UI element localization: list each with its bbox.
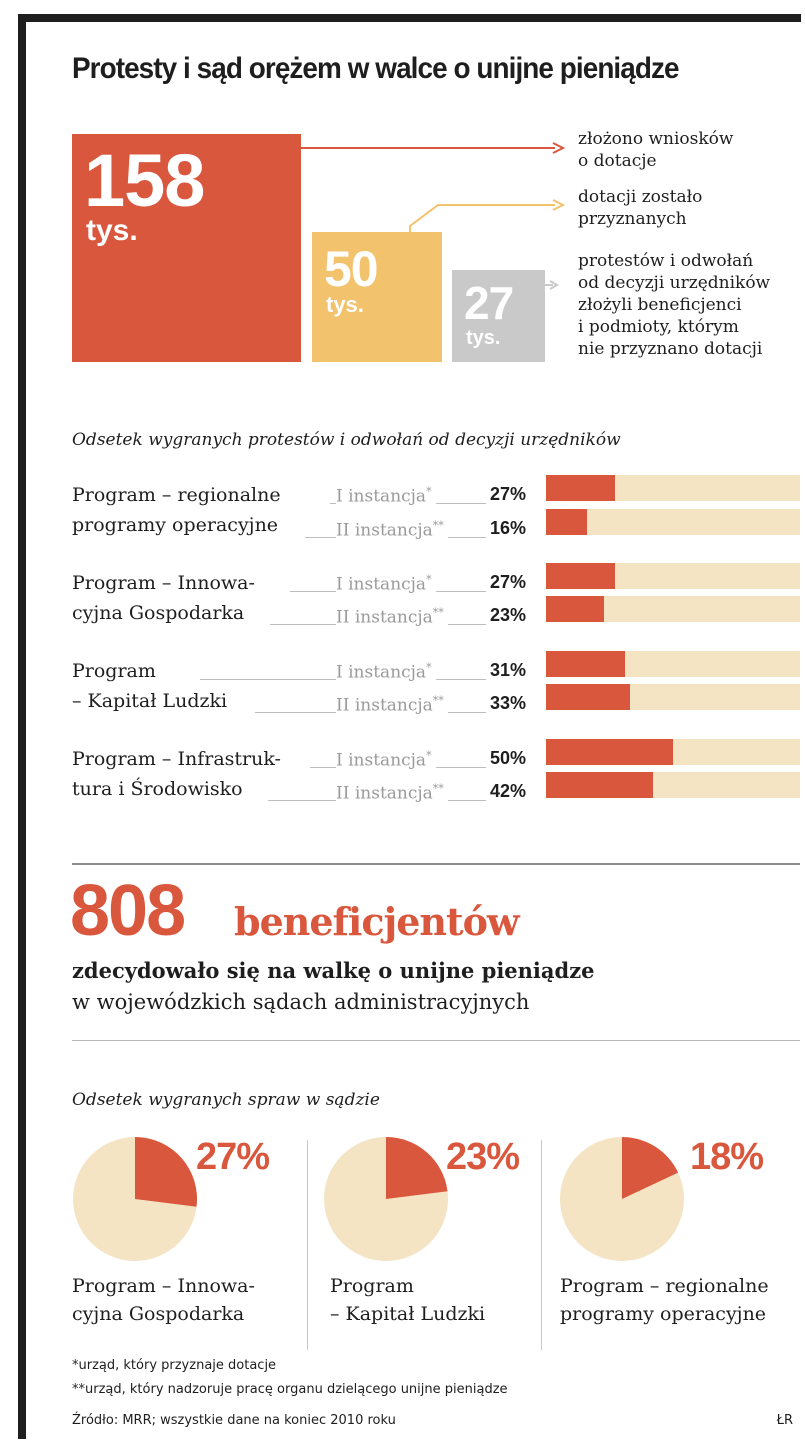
program-name: Program – Kapitał Ludzki bbox=[72, 660, 228, 712]
stat-connectors bbox=[301, 142, 566, 290]
bar-fill bbox=[546, 651, 625, 677]
stat-number: 27 bbox=[464, 277, 514, 329]
court-subline: w wojewódzkich sądach administracyjnych bbox=[72, 990, 530, 1014]
instance-label: I instancja* bbox=[336, 570, 436, 595]
pie-percent: 18% bbox=[690, 1136, 764, 1178]
instance-label: II instancja** bbox=[336, 516, 448, 541]
stat-unit: tys. bbox=[326, 292, 364, 317]
stat-label-granted: dotacji zostało przyznanych bbox=[578, 187, 703, 229]
instance-label: II instancja** bbox=[336, 779, 448, 804]
section-divider bbox=[72, 863, 800, 865]
instance-label: I instancja* bbox=[336, 658, 436, 683]
protest-subtitle: Odsetek wygranych protestów i odwołań od… bbox=[72, 430, 621, 450]
row-percent: 42% bbox=[490, 781, 527, 801]
stat-unit: tys. bbox=[466, 327, 501, 349]
frame-top-border bbox=[18, 14, 801, 22]
pie-percent: 23% bbox=[446, 1136, 520, 1178]
bar-track bbox=[546, 684, 800, 710]
program-name: Program – Innowa- cyjna Gospodarka bbox=[72, 572, 255, 624]
bar-track bbox=[546, 563, 800, 589]
instance-label: II instancja** bbox=[336, 603, 448, 628]
arrow-yellow-icon bbox=[552, 199, 566, 211]
infographic-title: Protesty i sąd orężem w walce o unijne p… bbox=[72, 52, 679, 85]
stat-number: 158 bbox=[84, 139, 205, 222]
bar-track bbox=[546, 739, 800, 765]
pie-label: Program – Kapitał Ludzki bbox=[330, 1275, 486, 1325]
pie-slice bbox=[135, 1137, 197, 1207]
bar-fill bbox=[546, 596, 605, 622]
instance-label: II instancja** bbox=[336, 691, 448, 716]
frame-left-border bbox=[18, 14, 26, 1439]
instance-label: I instancja* bbox=[336, 746, 436, 771]
stat-number: 50 bbox=[324, 241, 379, 297]
footnote-second-instance: **urząd, który nadzoruje pracę organu dz… bbox=[72, 1382, 508, 1397]
pie-base bbox=[324, 1137, 448, 1261]
pie-slice bbox=[622, 1137, 679, 1199]
stat-label-applications: złożono wniosków o dotacje bbox=[578, 129, 734, 171]
pie-percent: 27% bbox=[196, 1136, 270, 1178]
bar-track bbox=[546, 651, 800, 677]
section-divider-thin bbox=[72, 1040, 800, 1041]
arrow-orange-icon bbox=[552, 142, 566, 154]
bar-fill bbox=[546, 563, 615, 589]
author-initials: ŁR bbox=[776, 1413, 793, 1428]
pie-label: Program – regionalne programy operacyjne bbox=[560, 1275, 769, 1325]
row-percent: 50% bbox=[490, 748, 527, 768]
stat-unit: tys. bbox=[86, 214, 138, 247]
footnote-first-instance: *urząd, który przyznaje dotacje bbox=[72, 1358, 277, 1373]
row-percent: 27% bbox=[490, 572, 527, 592]
beneficiaries-word: beneficjentów bbox=[234, 899, 520, 944]
court-subtitle: Odsetek wygranych spraw w sądzie bbox=[72, 1090, 380, 1110]
row-percent: 16% bbox=[490, 518, 527, 538]
stat-label-protests: protestów i odwołań od decyzji urzędnikó… bbox=[578, 251, 771, 359]
row-percent: 33% bbox=[490, 693, 527, 713]
stat-bar-applications: 158 tys. bbox=[72, 134, 301, 362]
bar-track bbox=[546, 772, 800, 798]
program-name: Program – Infrastruk- tura i Środowisko bbox=[72, 748, 281, 800]
row-percent: 31% bbox=[490, 660, 527, 680]
row-percent: 23% bbox=[490, 605, 527, 625]
bar-track bbox=[546, 509, 800, 535]
bar-track bbox=[546, 596, 800, 622]
arrow-gray-icon bbox=[549, 280, 560, 290]
beneficiaries-count: 808 bbox=[70, 871, 186, 951]
connector-yellow bbox=[409, 204, 555, 232]
court-headline: zdecydowało się na walkę o unijne pienią… bbox=[72, 958, 595, 983]
program-name: Program – regionalne programy operacyjne bbox=[72, 484, 281, 536]
bar-fill bbox=[546, 739, 673, 765]
bar-fill bbox=[546, 684, 630, 710]
pie-label: Program – Innowa- cyjna Gospodarka bbox=[72, 1275, 255, 1325]
bar-track bbox=[546, 475, 800, 501]
source-note: Źródło: MRR; wszystkie dane na koniec 20… bbox=[72, 1413, 396, 1428]
bar-fill bbox=[546, 772, 653, 798]
bar-fill bbox=[546, 509, 587, 535]
stat-bar-granted: 50 tys. bbox=[312, 232, 442, 362]
pie-slice bbox=[386, 1137, 448, 1199]
pie-separator bbox=[541, 1140, 542, 1350]
bar-fill bbox=[546, 475, 615, 501]
row-percent: 27% bbox=[490, 484, 527, 504]
pie-base bbox=[73, 1137, 197, 1261]
instance-label: I instancja* bbox=[336, 482, 436, 507]
pie-separator bbox=[307, 1140, 308, 1350]
pie-base bbox=[560, 1137, 684, 1261]
stat-bar-protests: 27 tys. bbox=[452, 270, 545, 362]
